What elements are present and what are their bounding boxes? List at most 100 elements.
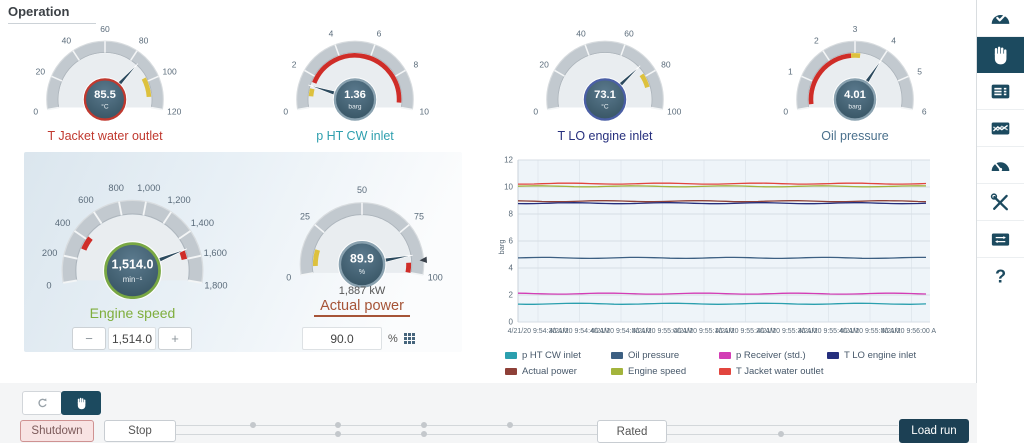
svg-text:89.9: 89.9 (350, 252, 374, 266)
svg-text:20: 20 (36, 67, 46, 77)
trend-chart: 0 2 4 6 8 10 12 4/21/20 9:54:30 AM 4/21/20 9:54:… (497, 152, 942, 350)
svg-text:2: 2 (292, 59, 297, 69)
oil-pressure-gauge: 4.01 barg 0 1 2 3 4 5 6 (770, 16, 940, 128)
trend-icon (989, 117, 1012, 140)
svg-text:4/21/20 9:55:50 AM: 4/21/20 9:55:50 AM (840, 328, 901, 335)
manual-mode-button[interactable] (61, 391, 101, 415)
auto-mode-button[interactable] (22, 391, 62, 415)
svg-text:4/21/20 9:54:50 AM: 4/21/20 9:54:50 AM (591, 328, 652, 335)
svg-text:6: 6 (922, 107, 927, 117)
sidebar-item-parameter-list[interactable] (977, 73, 1024, 110)
svg-text:0: 0 (533, 107, 538, 117)
svg-text:100: 100 (163, 67, 177, 77)
svg-text:4/21/20 9:55:00 AM: 4/21/20 9:55:00 AM (632, 328, 693, 335)
svg-text:0: 0 (46, 281, 51, 291)
svg-text:4: 4 (329, 28, 334, 38)
svg-text:10: 10 (420, 107, 430, 117)
legend-item: Engine speed (611, 366, 719, 377)
sidebar-item-help[interactable]: ? (977, 258, 1024, 294)
svg-text:%: % (359, 269, 365, 276)
svg-text:0: 0 (286, 272, 291, 282)
svg-text:800: 800 (108, 183, 124, 193)
shutdown-button[interactable]: Shutdown (20, 420, 94, 442)
svg-text:1,600: 1,600 (204, 248, 227, 258)
sidebar-item-manual-control[interactable] (977, 37, 1024, 73)
svg-text:100: 100 (428, 272, 443, 282)
sidebar-item-trends[interactable] (977, 110, 1024, 147)
svg-text:600: 600 (78, 195, 94, 205)
svg-text:25: 25 (300, 212, 310, 222)
legend-item: Oil pressure (611, 350, 719, 361)
power-setpoint-input[interactable] (302, 327, 382, 350)
sidebar-item-display-settings[interactable] (977, 221, 1024, 258)
legend-label: T LO engine inlet (844, 350, 917, 361)
svg-text:80: 80 (661, 59, 671, 69)
speed-decrease-button[interactable]: − (72, 327, 106, 350)
t-jacket-gauge-block: 85.5 °C 0 20 40 60 80 100 120 T Jacket water out… (20, 16, 190, 143)
svg-text:barg: barg (848, 104, 861, 111)
load-run-button[interactable]: Load run (899, 419, 969, 443)
refresh-icon (35, 396, 50, 411)
svg-text:4/21/20 9:55:30 AM: 4/21/20 9:55:30 AM (757, 328, 818, 335)
svg-text:4/21/20 9:54:40 AM: 4/21/20 9:54:40 AM (549, 328, 610, 335)
p-ht-cw-inlet-gauge: 1.36 barg 0 2 4 6 8 10 (270, 16, 440, 128)
legend-swatch (827, 352, 839, 359)
title-underline (8, 23, 96, 24)
display-icon (989, 228, 1012, 251)
svg-text:1,000: 1,000 (137, 183, 160, 193)
sidebar-item-dashboard-status[interactable] (977, 0, 1024, 37)
svg-text:4/21/20 9:56:00 AM: 4/21/20 9:56:00 AM (881, 328, 936, 335)
sidebar-item-gauges[interactable] (977, 147, 1024, 184)
svg-text:100: 100 (667, 107, 681, 117)
svg-text:50: 50 (357, 185, 367, 195)
engine-speed-input[interactable]: 1,514.0 (108, 327, 156, 350)
legend-label: Engine speed (628, 366, 687, 377)
engine-speed-stepper: − 1,514.0 + (72, 327, 192, 350)
svg-text:73.1: 73.1 (594, 89, 616, 101)
legend-swatch (611, 368, 623, 375)
svg-text:1.36: 1.36 (344, 89, 366, 101)
svg-text:85.5: 85.5 (94, 89, 116, 101)
legend-item: p Receiver (std.) (719, 350, 827, 361)
numpad-icon[interactable] (403, 333, 415, 344)
svg-text:0: 0 (783, 107, 788, 117)
svg-text:200: 200 (42, 248, 58, 258)
svg-text:4/21/20 9:55:40 AM: 4/21/20 9:55:40 AM (798, 328, 859, 335)
svg-text:°C: °C (101, 103, 109, 111)
load-step-dot (421, 431, 427, 437)
t-lo-engine-inlet-gauge: 73.1 °C 0 20 40 60 80 100 (520, 16, 690, 128)
engine-speed-gauge-block: 1,514.0 min⁻¹ 0 200 400 600 800 1,000 1,200 1,400… (30, 170, 235, 321)
svg-text:3: 3 (853, 24, 858, 34)
form-icon (989, 80, 1012, 103)
svg-text:4/21/20 9:55:20 AM: 4/21/20 9:55:20 AM (715, 328, 776, 335)
p-ht-gauge-block: 1.36 barg 0 2 4 6 8 10 p HT CW inlet (270, 16, 440, 142)
svg-text:barg: barg (498, 239, 506, 254)
stop-button[interactable]: Stop (104, 420, 176, 442)
actual-power-gauge: 89.9% 0 25 50 75 100 (272, 176, 452, 294)
load-step-dot (335, 431, 341, 437)
gauge-label: Actual power (320, 298, 404, 314)
svg-text:°C: °C (601, 103, 609, 111)
legend-swatch (505, 352, 517, 359)
load-step-dot (335, 422, 341, 428)
rated-button[interactable]: Rated (597, 420, 667, 443)
sidebar-item-service-tools[interactable] (977, 184, 1024, 221)
legend-label: p HT CW inlet (522, 350, 581, 361)
svg-text:5: 5 (917, 67, 922, 77)
hand-icon (989, 44, 1012, 67)
gauge-label: T LO engine inlet (557, 128, 653, 143)
load-step-dot (507, 422, 513, 428)
gauge-label: T Jacket water outlet (47, 128, 163, 143)
svg-text:?: ? (995, 266, 1006, 286)
legend-item: T Jacket water outlet (719, 366, 827, 377)
legend-label: p Receiver (std.) (736, 350, 806, 361)
page-title: Operation (8, 4, 70, 19)
legend-item: p HT CW inlet (505, 350, 611, 361)
svg-text:80: 80 (139, 36, 149, 46)
speed-increase-button[interactable]: + (158, 327, 192, 350)
svg-text:12: 12 (504, 156, 513, 165)
legend-swatch (719, 368, 731, 375)
svg-text:8: 8 (509, 210, 514, 219)
svg-text:4/21/20 9:54:30 AM: 4/21/20 9:54:30 AM (508, 328, 569, 335)
